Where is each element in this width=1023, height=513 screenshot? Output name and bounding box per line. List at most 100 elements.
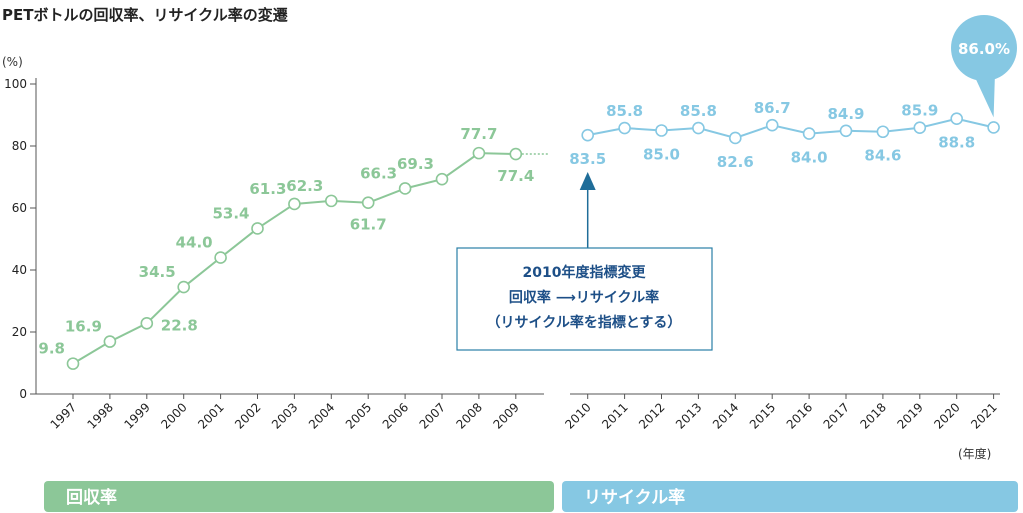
data-point (802, 127, 816, 140)
data-point (140, 317, 154, 330)
annotation-line: 回収率 ⟶リサイクル率 (509, 289, 659, 306)
data-point (765, 118, 779, 132)
x-tick-label: 2014 (710, 400, 741, 431)
x-axis-unit: (年度) (958, 446, 991, 461)
data-label: 84.9 (827, 105, 864, 123)
annotation-arrow-head (579, 172, 596, 190)
data-label: 83.5 (569, 150, 606, 168)
y-axis: 0 20 40 60 80 100 (4, 77, 37, 401)
x-tick-label: 2015 (747, 400, 778, 431)
x-tick-label: 1997 (48, 400, 79, 431)
x-tick-label: 2007 (417, 400, 448, 431)
y-tick-label: 60 (12, 201, 27, 215)
callout-circle (951, 15, 1017, 81)
data-point (728, 131, 742, 145)
x-axis: 1997 1998 1999 2000 2001 2002 2003 2004 2005 2006… (36, 393, 1000, 432)
data-label: 34.5 (139, 263, 176, 281)
data-label: 77.4 (497, 167, 534, 185)
y-tick-label: 20 (12, 325, 27, 339)
data-point (288, 197, 301, 211)
data-point (361, 196, 375, 210)
data-point (618, 121, 631, 135)
x-tick-label: 2008 (454, 400, 485, 431)
data-label: 44.0 (176, 234, 213, 252)
data-label: 53.4 (212, 204, 249, 222)
data-label: 16.9 (65, 318, 102, 336)
x-tick-label: 2004 (306, 400, 337, 431)
x-tick-label: 1999 (121, 400, 152, 431)
data-point (692, 121, 705, 135)
data-point (435, 172, 449, 186)
data-point (876, 125, 890, 139)
data-label: 84.6 (864, 147, 901, 165)
y-axis-unit: (%) (2, 55, 23, 69)
data-label: 77.7 (460, 125, 497, 143)
x-tick-label: 2018 (858, 400, 889, 431)
data-label: 66.3 (360, 164, 397, 182)
data-point (655, 124, 668, 137)
period-band (44, 481, 554, 512)
annotation-box (456, 247, 713, 351)
x-tick-label: 2010 (562, 400, 593, 431)
data-label: 86.7 (754, 99, 791, 117)
data-label: 85.8 (680, 102, 717, 120)
data-point (214, 251, 227, 264)
data-label: 9.8 (38, 340, 65, 358)
data-label: 61.7 (350, 216, 387, 234)
x-tick-label: 1998 (85, 400, 116, 431)
x-tick-label: 2017 (821, 400, 852, 431)
y-tick-label: 0 (19, 387, 27, 401)
y-tick-label: 40 (12, 263, 27, 277)
x-tick-label: 2009 (490, 400, 521, 431)
data-label: 85.8 (606, 102, 643, 120)
data-label: 62.3 (286, 177, 323, 195)
series-line (587, 117, 994, 139)
data-label: 22.8 (161, 316, 198, 334)
period-band-label: 回収率 (66, 487, 117, 508)
x-tick-label: 2002 (232, 400, 263, 431)
x-tick-label: 2000 (158, 400, 189, 431)
data-point (251, 222, 264, 235)
data-point (950, 112, 964, 126)
x-tick-label: 2020 (931, 400, 962, 431)
y-tick-label: 100 (4, 77, 27, 91)
x-tick-label: 2005 (343, 400, 374, 431)
period-bands: 回収率 リサイクル率 (44, 481, 1018, 512)
annotation-line: （リサイクル率を指標とする） (487, 314, 682, 331)
y-tick-label: 80 (12, 139, 27, 153)
x-tick-label: 2013 (673, 400, 704, 431)
data-label: 85.9 (901, 102, 938, 120)
data-label: 69.3 (397, 155, 434, 173)
x-tick-label: 2012 (636, 400, 667, 431)
series-layer: 9.816.9 22.8 34.544.0 53.461.3 62.3 61.7 66.36… (38, 99, 1000, 370)
data-label: 61.3 (249, 180, 286, 198)
data-point (398, 182, 412, 195)
data-point (177, 280, 190, 294)
data-point (913, 121, 927, 135)
data-point (509, 147, 523, 161)
data-point (66, 357, 80, 370)
data-label: 85.0 (643, 146, 680, 164)
x-tick-label: 2019 (894, 400, 925, 431)
period-band (562, 481, 1018, 512)
x-tick-label: 2006 (380, 400, 411, 431)
annotation-line: 2010年度指標変更 (523, 264, 647, 281)
data-label: 84.0 (791, 149, 828, 167)
x-tick-label: 2011 (599, 400, 630, 431)
callout-bubble: 86.0% (951, 15, 1017, 118)
data-point (987, 121, 1000, 134)
data-point (581, 128, 595, 142)
period-band-label: リサイクル率 (584, 487, 685, 508)
data-point (324, 194, 338, 208)
callout-value: 86.0% (958, 40, 1010, 58)
x-tick-label: 2003 (269, 400, 300, 431)
x-tick-label: 2016 (784, 400, 815, 431)
data-point (839, 124, 853, 138)
chart-title: PETボトルの回収率、リサイクル率の変遷 (2, 6, 288, 24)
data-label: 82.6 (717, 153, 754, 171)
data-point (103, 335, 117, 348)
data-label: 88.8 (938, 134, 975, 152)
x-tick-label: 2021 (968, 400, 999, 431)
